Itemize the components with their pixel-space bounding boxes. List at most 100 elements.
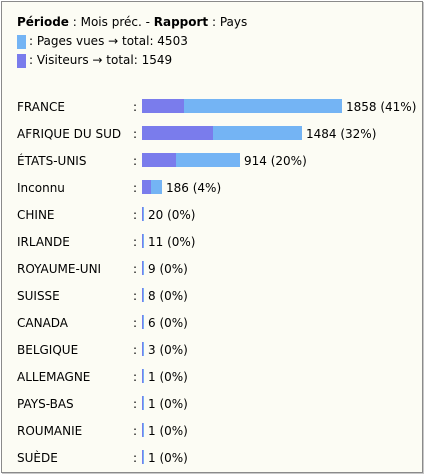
row-label: IRLANDE	[17, 235, 70, 249]
pages-bar	[142, 234, 144, 248]
row-value: 914 (20%)	[244, 154, 307, 168]
visitors-bar	[142, 450, 143, 464]
pages-swatch	[17, 34, 26, 49]
row-label: BELGIQUE	[17, 343, 79, 357]
row-separator: :	[133, 451, 138, 465]
bar-group	[142, 153, 240, 167]
bar-group	[142, 99, 342, 113]
row-label: ROUMANIE	[17, 424, 83, 438]
visitors-bar	[142, 342, 143, 356]
legend-pages: : Pages vues → total: 4503	[17, 32, 247, 51]
pages-bar	[142, 99, 342, 113]
chart-row: ROYAUME-UNI:9 (0%)	[2, 259, 422, 279]
bar-group	[142, 450, 144, 464]
row-value: 1 (0%)	[148, 397, 188, 411]
row-value: 186 (4%)	[166, 181, 222, 195]
pages-bar	[142, 450, 144, 464]
row-label: PAYS-BAS	[17, 397, 74, 411]
visitors-bar	[142, 423, 143, 437]
chart-row: ALLEMAGNE:1 (0%)	[2, 367, 422, 387]
report-label: Rapport	[153, 15, 209, 29]
chart-row: CANADA:6 (0%)	[2, 313, 422, 333]
visitors-bar	[142, 180, 151, 194]
row-separator: :	[133, 181, 138, 195]
bar-group	[142, 315, 144, 329]
pages-bar	[142, 423, 144, 437]
visitors-bar	[142, 234, 143, 248]
chart-row: AFRIQUE DU SUD: 1484 (32%)	[2, 124, 422, 144]
row-label: FRANCE	[17, 100, 65, 114]
row-separator: :	[133, 424, 138, 438]
row-separator: :	[133, 262, 138, 276]
row-separator: :	[133, 235, 138, 249]
pages-bar	[142, 207, 144, 221]
row-separator: :	[133, 370, 138, 384]
bar-group	[142, 342, 144, 356]
row-label: ALLEMAGNE	[17, 370, 91, 384]
pages-bar	[142, 261, 144, 275]
bar-group	[142, 234, 144, 248]
row-separator: :	[133, 208, 138, 222]
bar-chart: FRANCE: 1858 (41%) AFRIQUE DU SUD: 1484 (32…	[2, 2, 422, 472]
row-label: ROYAUME-UNI	[17, 262, 102, 276]
visitors-bar	[142, 153, 176, 167]
row-value: 1 (0%)	[148, 451, 188, 465]
chart-row: IRLANDE:11 (0%)	[2, 232, 422, 252]
row-value: 1 (0%)	[148, 424, 188, 438]
period-line: Période : Mois préc. - Rapport : Pays	[17, 13, 247, 32]
visitors-bar	[142, 288, 143, 302]
legend-pages-text: : Pages vues → total: 4503	[29, 34, 188, 48]
visitors-bar	[142, 315, 143, 329]
row-label: AFRIQUE DU SUD	[17, 127, 122, 141]
row-label: SUÈDE	[17, 451, 58, 465]
visitors-bar	[142, 261, 143, 275]
row-separator: :	[133, 127, 138, 141]
bar-group	[142, 180, 162, 194]
visitors-bar	[142, 396, 143, 410]
row-separator: :	[133, 316, 138, 330]
row-label: CHINE	[17, 208, 55, 222]
report-header: Période : Mois préc. - Rapport : Pays : …	[17, 13, 247, 70]
period-label: Période	[17, 15, 69, 29]
row-label: ÉTATS-UNIS	[17, 154, 87, 168]
bar-group	[142, 369, 144, 383]
visitors-swatch	[17, 53, 26, 68]
bar-group	[142, 288, 144, 302]
chart-row: FRANCE: 1858 (41%)	[2, 97, 422, 117]
row-separator: :	[133, 154, 138, 168]
pages-bar	[142, 288, 144, 302]
bar-group	[142, 126, 302, 140]
visitors-bar	[142, 99, 184, 113]
report-value: : Pays	[208, 15, 248, 29]
row-value: 11 (0%)	[148, 235, 196, 249]
visitors-bar	[142, 369, 143, 383]
pages-bar	[142, 396, 144, 410]
pages-bar	[142, 369, 144, 383]
visitors-bar	[142, 126, 213, 140]
legend-visitors-text: : Visiteurs → total: 1549	[29, 53, 173, 67]
chart-row: PAYS-BAS:1 (0%)	[2, 394, 422, 414]
row-value: 1858 (41%)	[346, 100, 417, 114]
row-label: Inconnu	[17, 181, 65, 195]
bar-group	[142, 261, 144, 275]
row-separator: :	[133, 289, 138, 303]
legend-visitors: : Visiteurs → total: 1549	[17, 51, 247, 70]
pages-bar	[142, 342, 144, 356]
chart-row: CHINE:20 (0%)	[2, 205, 422, 225]
chart-row: SUÈDE:1 (0%)	[2, 448, 422, 468]
row-label: SUISSE	[17, 289, 60, 303]
row-label: CANADA	[17, 316, 69, 330]
chart-row: ÉTATS-UNIS: 914 (20%)	[2, 151, 422, 171]
pages-bar	[142, 315, 144, 329]
row-value: 1 (0%)	[148, 370, 188, 384]
row-value: 9 (0%)	[148, 262, 188, 276]
visitors-bar	[142, 207, 143, 221]
row-value: 8 (0%)	[148, 289, 188, 303]
row-value: 6 (0%)	[148, 316, 188, 330]
chart-row: SUISSE:8 (0%)	[2, 286, 422, 306]
row-value: 1484 (32%)	[306, 127, 377, 141]
chart-row: ROUMANIE:1 (0%)	[2, 421, 422, 441]
bar-group	[142, 207, 144, 221]
period-value: : Mois préc. -	[68, 15, 154, 29]
